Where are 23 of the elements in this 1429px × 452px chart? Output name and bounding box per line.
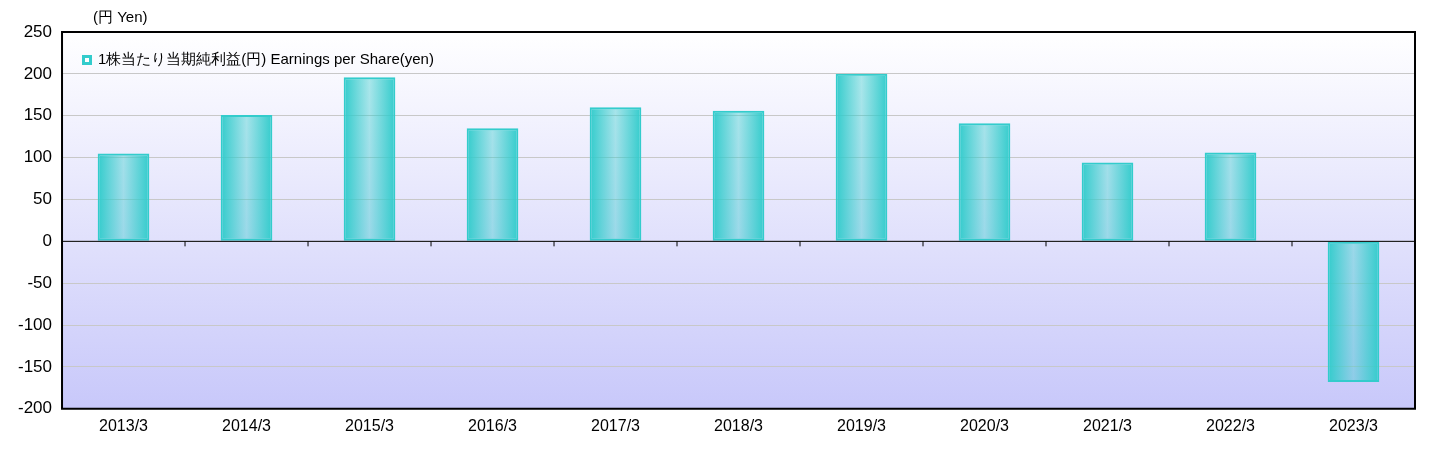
x-tick-label: 2018/3 — [714, 416, 764, 434]
y-tick-label: 200 — [23, 63, 53, 83]
y-tick-label: 50 — [33, 189, 53, 209]
x-tick-label: 2017/3 — [591, 416, 641, 434]
x-tick-label: 2014/3 — [222, 416, 272, 434]
x-tick-label: 2013/3 — [99, 416, 149, 434]
y-tick-label: 100 — [23, 147, 53, 167]
x-tick-label: 2023/3 — [1329, 416, 1379, 434]
x-tick-label: 2022/3 — [1206, 416, 1256, 434]
y-tick-label: -50 — [27, 272, 53, 292]
y-tick-label: 250 — [23, 21, 53, 41]
x-tick-label: 2019/3 — [837, 416, 887, 434]
y-tick-label: -100 — [17, 314, 53, 334]
x-tick-label: 2020/3 — [960, 416, 1010, 434]
x-tick-label: 2015/3 — [345, 416, 395, 434]
y-tick-label: -150 — [17, 356, 53, 376]
y-tick-label: -200 — [17, 398, 53, 418]
x-tick-label: 2016/3 — [468, 416, 518, 434]
legend-label: 1株当たり当期純利益(円) Earnings per Share(yen) — [98, 50, 434, 68]
y-axis-title: (円 Yen) — [93, 7, 148, 25]
x-tick-label: 2021/3 — [1083, 416, 1133, 434]
y-tick-label: 150 — [23, 105, 53, 125]
y-tick-label: 0 — [42, 231, 53, 251]
